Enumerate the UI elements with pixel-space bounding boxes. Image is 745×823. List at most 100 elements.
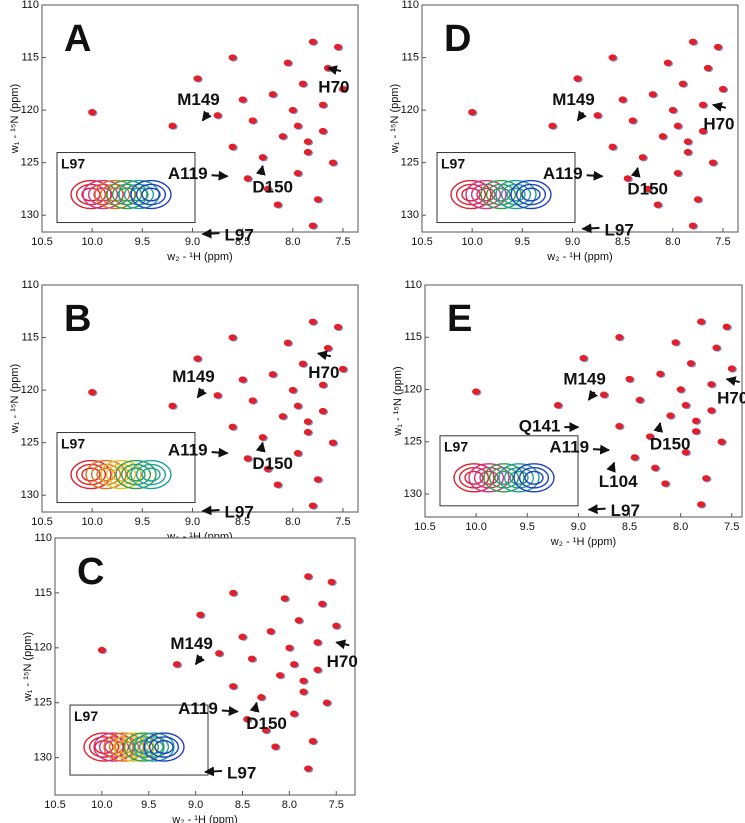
peak [608, 54, 617, 61]
inset-contour [134, 740, 154, 755]
peak [708, 159, 717, 166]
y-tick-label: 115 [404, 331, 422, 343]
annotation-arrow [211, 447, 229, 458]
peak [318, 127, 327, 135]
y-tick-label: 115 [34, 587, 52, 599]
annotation-label: A119 [178, 699, 218, 718]
x-tick-label: 7.5 [335, 516, 350, 528]
inset-contour [141, 187, 161, 202]
annotation-label: A119 [168, 164, 208, 183]
peak [678, 80, 687, 88]
annotation-label: D150 [252, 454, 293, 473]
annotation-arrow [255, 164, 266, 176]
peak [707, 381, 716, 388]
annotation-arrow [204, 766, 223, 777]
peak [683, 138, 692, 145]
peak [308, 38, 317, 45]
inset-contour [491, 187, 511, 202]
annotation-label: D150 [650, 434, 691, 453]
peak [663, 59, 672, 67]
annotation-arrow [335, 639, 350, 650]
y-tick-label: 120 [34, 642, 52, 654]
peak [718, 85, 727, 93]
annotation-arrow [711, 101, 727, 112]
peak [313, 666, 322, 673]
peak [268, 371, 277, 378]
peak [248, 397, 257, 404]
annotation-label: M149 [177, 90, 220, 109]
y-tick-label: 125 [401, 157, 419, 169]
annotation-arrow [326, 65, 342, 75]
x-tick-label: 9.0 [571, 521, 586, 533]
peak [213, 112, 222, 119]
annotation-label: H70 [318, 78, 349, 97]
peak [285, 644, 294, 652]
peak [280, 595, 289, 602]
peak [712, 344, 721, 351]
y-tick-label: 125 [404, 436, 422, 448]
inset-contour [464, 470, 484, 485]
peak [243, 175, 252, 182]
peak [88, 388, 97, 396]
inset-contour [98, 736, 130, 758]
peak [271, 743, 280, 750]
annotation-arrow [201, 228, 220, 239]
peak [238, 96, 247, 103]
peak [172, 661, 181, 668]
inset-contour [104, 740, 124, 755]
peak [697, 501, 706, 508]
y-axis-label: w₁ - ¹⁵N (ppm) [389, 84, 401, 154]
x-tick-label: 9.5 [135, 516, 150, 528]
peak [168, 122, 177, 130]
peak [673, 169, 682, 177]
annotation-label: D150 [252, 177, 293, 196]
inset-contour [498, 463, 540, 493]
annotation-label: H70 [717, 389, 745, 408]
peak [303, 428, 312, 436]
peak [288, 106, 297, 114]
x-tick-label: 9.5 [520, 521, 535, 533]
y-tick-label: 115 [21, 51, 39, 63]
peak [630, 454, 639, 461]
panel: 10.5 10.0 9.5 9.0 8.5 8.0 7.5 110 115 120 125 130 w₂… [22, 532, 358, 823]
peak [645, 433, 654, 440]
inset-contour [118, 179, 160, 210]
peak [688, 222, 697, 229]
x-tick-label: 10.5 [31, 236, 52, 248]
peak [283, 339, 292, 347]
peak [691, 417, 700, 425]
peak [707, 407, 716, 414]
peak [698, 101, 707, 109]
peak [713, 43, 722, 51]
inset-contour [518, 467, 550, 489]
inset-contour [141, 467, 161, 482]
annotation-label: H70 [327, 652, 358, 671]
annotation-arrow [606, 461, 616, 473]
peak [238, 376, 247, 383]
inset-contour [106, 179, 148, 210]
y-tick-label: 120 [21, 104, 39, 116]
peak [688, 38, 697, 45]
x-tick-label: 9.0 [185, 236, 200, 248]
inset-contour [515, 183, 547, 206]
peak [332, 622, 341, 630]
peak [293, 402, 302, 410]
y-tick-label: 120 [404, 383, 422, 395]
peak [290, 710, 299, 717]
inset-contour [113, 732, 155, 762]
inset-contour [480, 179, 522, 210]
peak [328, 159, 337, 166]
inset-contour [123, 732, 165, 762]
peak [628, 117, 637, 124]
x-tick-label: 9.0 [565, 236, 580, 248]
peak [229, 589, 238, 597]
peak [288, 386, 297, 394]
y-tick-label: 130 [404, 488, 422, 500]
peak [625, 375, 634, 383]
peak [618, 96, 627, 103]
annotation-label: L97 [605, 220, 634, 239]
x-tick-label: 10.0 [461, 236, 482, 248]
annotation-arrow [255, 441, 266, 453]
inset-contour [118, 736, 150, 758]
